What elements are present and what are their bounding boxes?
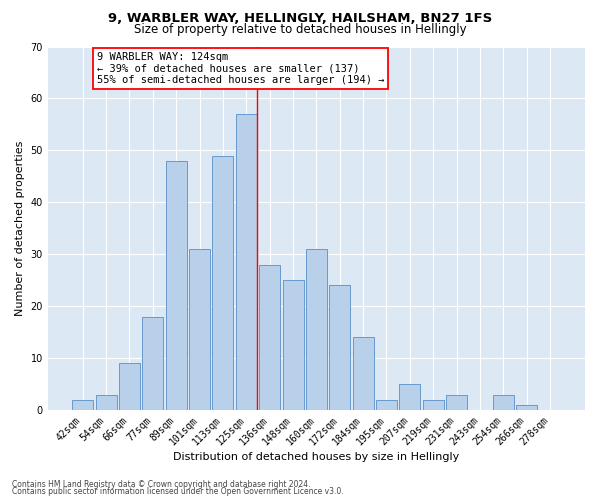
Text: Contains HM Land Registry data © Crown copyright and database right 2024.: Contains HM Land Registry data © Crown c… (12, 480, 311, 489)
Bar (72, 400, 93, 410)
Bar (306, 249, 327, 410)
Bar (189, 249, 210, 410)
Bar (212, 156, 233, 410)
Bar (446, 394, 467, 410)
Bar (95, 394, 116, 410)
Bar (119, 364, 140, 410)
Bar (329, 286, 350, 410)
Bar (493, 394, 514, 410)
Bar (400, 384, 421, 410)
Bar (353, 338, 374, 410)
Bar (142, 316, 163, 410)
X-axis label: Distribution of detached houses by size in Hellingly: Distribution of detached houses by size … (173, 452, 460, 462)
Text: Size of property relative to detached houses in Hellingly: Size of property relative to detached ho… (134, 22, 466, 36)
Y-axis label: Number of detached properties: Number of detached properties (15, 140, 25, 316)
Bar (259, 264, 280, 410)
Bar (283, 280, 304, 410)
Bar (376, 400, 397, 410)
Text: 9 WARBLER WAY: 124sqm
← 39% of detached houses are smaller (137)
55% of semi-det: 9 WARBLER WAY: 124sqm ← 39% of detached … (97, 52, 384, 85)
Bar (166, 161, 187, 410)
Text: Contains public sector information licensed under the Open Government Licence v3: Contains public sector information licen… (12, 488, 344, 496)
Text: 9, WARBLER WAY, HELLINGLY, HAILSHAM, BN27 1FS: 9, WARBLER WAY, HELLINGLY, HAILSHAM, BN2… (108, 12, 492, 26)
Bar (423, 400, 444, 410)
Bar (516, 405, 537, 410)
Bar (236, 114, 257, 410)
